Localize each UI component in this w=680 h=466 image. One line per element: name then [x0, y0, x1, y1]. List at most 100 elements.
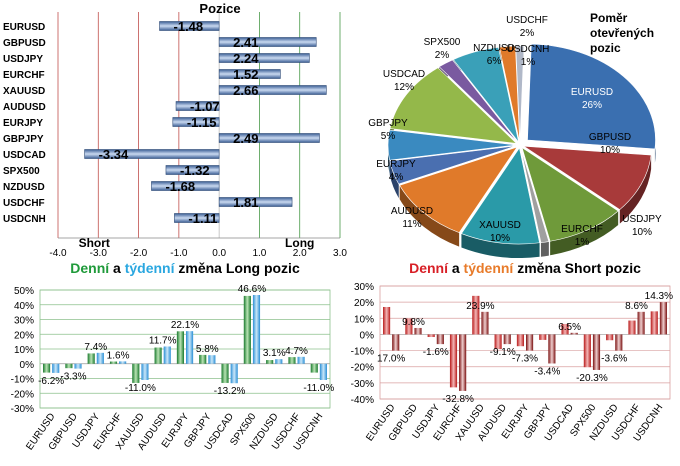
weekly-bar: [252, 295, 261, 364]
position-value-label: -1.48: [174, 19, 204, 34]
pie-slice-side: [389, 160, 399, 199]
x-tick-label: 3.0: [333, 248, 347, 258]
data-label: -13.2%: [214, 386, 246, 397]
data-label: 5.8%: [196, 344, 219, 355]
weekly-bar: [208, 355, 216, 364]
daily-bar: [199, 354, 207, 364]
position-bar: [175, 101, 220, 111]
weekly-bar: [74, 363, 82, 369]
data-label: -7.3%: [512, 354, 538, 365]
weekly-bar: [141, 363, 149, 380]
daily-bar: [154, 347, 162, 364]
daily-bar: [427, 334, 435, 338]
category-label: NZDUSD: [3, 182, 45, 193]
data-label: 46.6%: [238, 284, 266, 295]
y-tick-label: 10%: [14, 345, 34, 356]
position-bar: [172, 117, 220, 127]
pie-label-value: 2%: [520, 28, 535, 39]
x-tick-label: -4.0: [49, 248, 67, 258]
daily-bar: [109, 361, 118, 364]
y-tick-label: 10%: [354, 314, 374, 325]
weekly-bar: [186, 331, 194, 364]
pie-slice-side: [399, 185, 460, 247]
pie-chart-panel: EURUSD 26% GBPUSD 10% USDJPY 10% EURCHF 1% XAUUS…: [352, 0, 680, 258]
daily-bar: [266, 360, 274, 364]
data-label: 17.0%: [377, 354, 405, 365]
weekly-bar: [119, 361, 127, 364]
data-label: -11.0%: [125, 383, 156, 394]
pie-label-name: EURJPY: [376, 159, 416, 170]
pie-chart: EURUSD 26% GBPUSD 10% USDJPY 10% EURCHF 1% XAUUS…: [368, 11, 662, 258]
daily-bar: [561, 323, 569, 335]
pie-label-value: 10%: [600, 145, 620, 156]
position-value-label: -1.68: [165, 179, 195, 194]
pie-slice: [499, 45, 520, 143]
title-part: a: [448, 260, 464, 276]
title-part: Denní: [409, 260, 449, 276]
daily-bar: [176, 331, 184, 364]
pie-slice-side: [619, 155, 652, 224]
pie-label-value: 5%: [381, 131, 396, 142]
position-bar: [218, 53, 310, 63]
daily-bar: [383, 306, 391, 335]
position-value-label: -1.32: [180, 163, 210, 178]
pie-slice-side: [550, 210, 619, 256]
pie-label-value: 26%: [582, 100, 602, 111]
category-label: GBPJPY: [3, 134, 44, 145]
pie-label-name: USDCHF: [506, 15, 548, 26]
position-bar: [165, 165, 220, 175]
long-change-chart-panel: -30% -20% -10% 0% 10% 20% 30% 40% 50% EURUSD -6.2%…: [0, 258, 340, 461]
weekly-bar: [503, 334, 511, 345]
data-label: 7.4%: [84, 342, 107, 353]
position-bar: [84, 149, 220, 159]
plot-frame: [379, 285, 671, 400]
pie-label-name: XAUUSD: [479, 220, 521, 231]
position-bar: [218, 69, 281, 79]
pie-label-name: USDCAD: [383, 69, 425, 80]
x-tick-label: 0.0: [212, 248, 226, 258]
weekly-bar: [481, 311, 489, 335]
data-label: 11.7%: [149, 335, 177, 346]
pie-label-value: 11%: [402, 219, 421, 230]
data-label: 1.6%: [107, 350, 130, 361]
data-label: -3.3%: [60, 372, 86, 383]
weekly-bar: [414, 327, 422, 335]
pie-slice: [515, 45, 525, 143]
title-part: změna Long pozic: [175, 260, 300, 276]
data-label: -3.4%: [534, 366, 560, 377]
position-bar: [218, 197, 293, 207]
position-bar: [218, 133, 320, 143]
pie-label-name: AUDUSD: [391, 206, 433, 217]
daily-bar: [449, 334, 458, 388]
chart-title: Denní a týdenní změna Long pozic: [70, 260, 300, 276]
position-value-label: 1.52: [233, 67, 258, 82]
position-bar: [151, 181, 220, 191]
position-value-label: 2.66: [233, 83, 258, 98]
position-value-label: 1.81: [233, 195, 258, 210]
position-value-label: 2.24: [233, 51, 259, 66]
positions-title: Pozice: [199, 1, 240, 16]
category-label: XAUUSD: [3, 86, 45, 97]
y-tick-label: -10%: [351, 347, 374, 358]
chart-title: Denní a týdenní změna Short pozic: [409, 260, 641, 276]
weekly-bar: [163, 346, 171, 364]
pie-slice: [452, 47, 519, 143]
y-tick-label: -30%: [351, 379, 374, 390]
position-value-label: -1.07: [190, 99, 220, 114]
pie-slice: [520, 147, 550, 244]
weekly-bar: [96, 352, 104, 364]
pie-label-value: 2%: [435, 50, 450, 61]
title-part: a: [109, 260, 125, 276]
pie-label-name: NZDUSD: [473, 43, 515, 54]
x-tick-label: -1.0: [170, 248, 188, 258]
category-label: EURUSD: [3, 22, 45, 33]
long-annotation: Long: [285, 236, 314, 250]
x-tick-label: 1.0: [252, 248, 266, 258]
pie-label-name: USDJPY: [622, 214, 662, 225]
pie-label-value: 1%: [521, 57, 536, 68]
category-label: USDCHF: [3, 198, 45, 209]
y-tick-label: 50%: [14, 286, 34, 297]
pie-slice: [438, 59, 518, 143]
data-label: 9.8%: [402, 317, 425, 328]
y-tick-label: 0%: [360, 330, 375, 341]
